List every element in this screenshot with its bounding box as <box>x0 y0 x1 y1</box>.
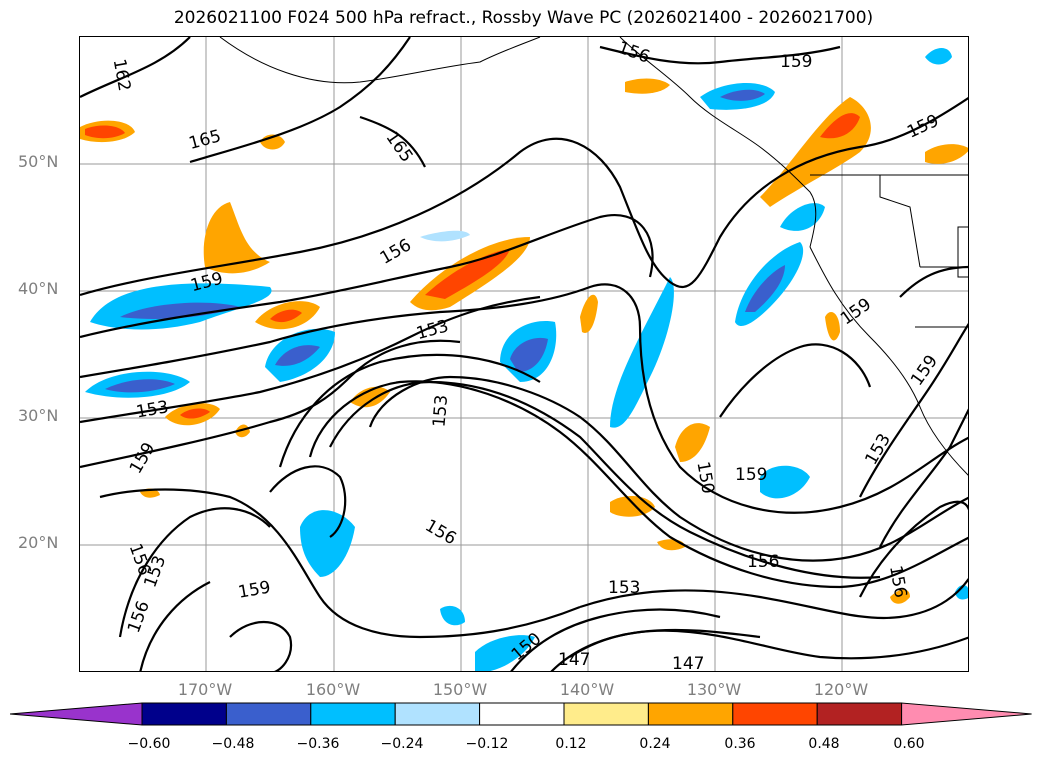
contour-label: 150 <box>692 460 717 495</box>
colorbar-segment <box>901 702 1032 726</box>
contour-label: 165 <box>187 126 224 154</box>
colorbar-tick: −0.48 <box>211 736 255 752</box>
lat-label-30n: 30°N <box>18 406 59 425</box>
colorbar-segment <box>394 702 481 726</box>
coastlines <box>219 37 968 476</box>
colorbar-segment <box>563 702 649 726</box>
contour-label: 159 <box>126 439 160 477</box>
lon-label-160w: 160°W <box>305 680 361 699</box>
colorbar-tick: 0.60 <box>893 736 925 752</box>
contour-label: 159 <box>837 294 875 329</box>
lat-label-50n: 50°N <box>18 152 59 171</box>
shaded-anomaly-fields <box>80 48 968 671</box>
map-title: 2026021100 F024 500 hPa refract., Rossby… <box>173 8 874 28</box>
colorbar-segment <box>310 702 396 726</box>
colorbar-segment <box>479 702 565 726</box>
height-contours <box>80 37 968 671</box>
map-panel: 162 165 165 156 159 153 153 153 159 156 … <box>79 36 969 672</box>
colorbar-segment <box>141 702 227 726</box>
contour-label: 147 <box>558 650 590 670</box>
contour-label: 165 <box>382 128 417 166</box>
contour-label: 147 <box>672 654 704 672</box>
colorbar-tick: 0.24 <box>639 736 671 752</box>
colorbar-tick: 0.48 <box>808 736 840 752</box>
contour-label: 153 <box>608 578 640 598</box>
colorbar-tick: −0.36 <box>296 736 340 752</box>
colorbar-segment <box>10 702 143 726</box>
colorbar <box>10 702 1032 726</box>
contour-label: 153 <box>135 397 170 422</box>
contour-label: 153 <box>429 394 452 428</box>
colorbar-segment <box>732 702 818 726</box>
contour-label: 156 <box>747 552 779 572</box>
lon-label-170w: 170°W <box>177 680 233 699</box>
colorbar-tick: 0.36 <box>724 736 756 752</box>
lon-label-130w: 130°W <box>686 680 742 699</box>
contour-label: 153 <box>861 430 895 468</box>
lat-label-40n: 40°N <box>18 279 59 298</box>
contour-label: 159 <box>907 352 942 390</box>
colorbar-segment <box>816 702 903 726</box>
contour-label: 159 <box>904 111 942 143</box>
contour-label: 159 <box>735 465 767 485</box>
colorbar-segment <box>647 702 734 726</box>
lon-label-150w: 150°W <box>432 680 488 699</box>
contour-label: 156 <box>615 38 652 68</box>
lat-label-20n: 20°N <box>18 533 59 552</box>
contour-label: 159 <box>237 577 272 602</box>
lon-label-120w: 120°W <box>813 680 869 699</box>
colorbar-tick: −0.24 <box>380 736 424 752</box>
contour-label: 159 <box>780 52 812 72</box>
contour-label: 156 <box>885 564 910 599</box>
contour-label: 162 <box>109 57 134 92</box>
colorbar-tick: −0.12 <box>465 736 509 752</box>
lon-label-140w: 140°W <box>559 680 615 699</box>
contour-label: 156 <box>377 235 415 269</box>
colorbar-segments <box>10 702 1032 726</box>
map-canvas: 162 165 165 156 159 153 153 153 159 156 … <box>80 37 968 672</box>
colorbar-tick: −0.60 <box>127 736 171 752</box>
colorbar-segment <box>225 702 312 726</box>
contour-label: 156 <box>422 516 460 550</box>
colorbar-tick: 0.12 <box>555 736 587 752</box>
